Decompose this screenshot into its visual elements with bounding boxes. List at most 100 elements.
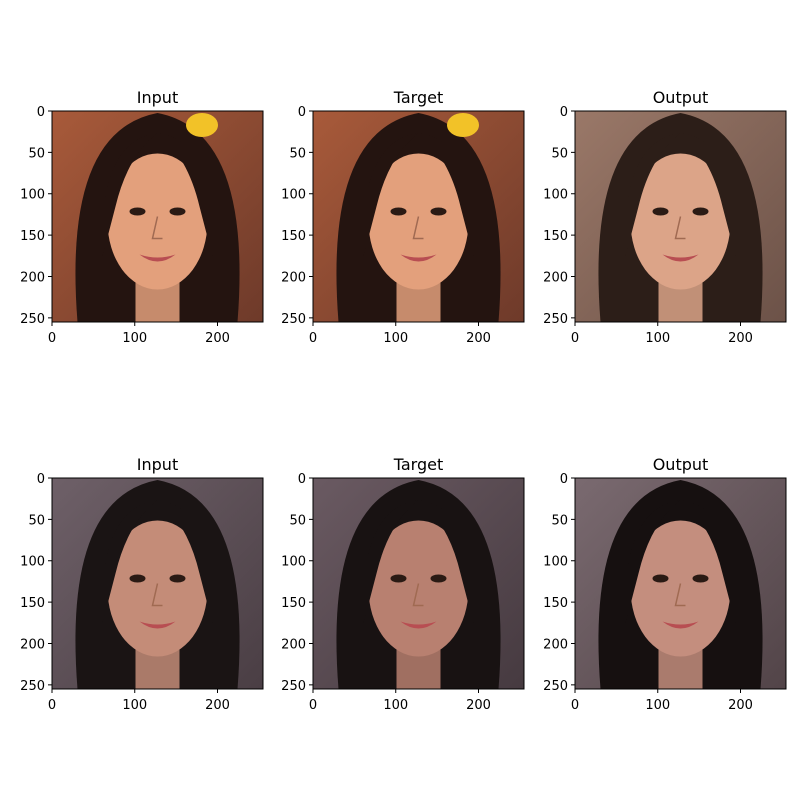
eye-right xyxy=(169,207,186,216)
y-tick-label: 200 xyxy=(281,270,306,285)
panel-title: Target xyxy=(393,88,444,107)
x-tick-label: 0 xyxy=(571,698,579,713)
panel-2-1: Input 0 100 200 0 50 100 150 200 250 xyxy=(20,455,264,713)
hair-left xyxy=(102,500,158,624)
nose xyxy=(674,216,686,240)
face-image xyxy=(313,111,524,322)
mouth xyxy=(662,254,699,262)
face xyxy=(107,153,208,290)
x-tick-label: 100 xyxy=(122,698,147,713)
panel-title: Target xyxy=(393,455,444,474)
y-tick-label: 100 xyxy=(20,188,45,203)
mouth xyxy=(139,254,176,262)
y-tick-label: 100 xyxy=(281,555,306,570)
eye-left xyxy=(652,574,669,583)
y-tick-label: 150 xyxy=(20,229,45,244)
hair-right xyxy=(680,500,736,624)
nose xyxy=(151,583,163,607)
y-tick-label: 150 xyxy=(281,596,306,611)
y-tick-label: 100 xyxy=(20,555,45,570)
y-tick-label: 200 xyxy=(281,637,306,652)
eye-left xyxy=(652,207,669,216)
face-image xyxy=(52,478,263,689)
x-tick-label: 0 xyxy=(48,698,56,713)
hair-left xyxy=(625,500,681,624)
axes-frame xyxy=(51,110,264,323)
y-tick-label: 150 xyxy=(281,229,306,244)
y-tick-label: 50 xyxy=(28,513,45,528)
nose xyxy=(151,216,163,240)
axes-frame xyxy=(574,477,787,690)
y-tick-label: 150 xyxy=(543,596,568,611)
x-tick-label: 200 xyxy=(205,698,230,713)
eye-right xyxy=(692,574,709,583)
eye-right xyxy=(430,574,447,583)
y-tick-label: 0 xyxy=(560,472,568,487)
hair-left xyxy=(102,133,158,257)
hair-left xyxy=(625,133,681,257)
y-tick-label: 100 xyxy=(281,188,306,203)
face xyxy=(368,520,469,657)
x-tick-label: 100 xyxy=(645,331,670,346)
x-tick-label: 0 xyxy=(571,331,579,346)
y-tick-label: 250 xyxy=(543,679,568,694)
eye-right xyxy=(692,207,709,216)
panel-2-2: Target 0 100 200 0 50 100 150 200 250 xyxy=(281,455,525,713)
hair-clip xyxy=(186,113,218,137)
panel-title: Input xyxy=(137,455,178,474)
y-tick-label: 250 xyxy=(20,679,45,694)
panel-1-2: Target 0 100 200 0 50 100 150 200 250 xyxy=(281,88,525,346)
y-tick-label: 50 xyxy=(28,146,45,161)
y-tick-label: 250 xyxy=(20,312,45,327)
y-tick-label: 200 xyxy=(20,270,45,285)
y-tick-label: 250 xyxy=(281,679,306,694)
y-tick-label: 50 xyxy=(289,513,306,528)
y-tick-label: 0 xyxy=(298,105,306,120)
x-tick-label: 100 xyxy=(122,331,147,346)
x-tick-label: 200 xyxy=(205,331,230,346)
y-tick-label: 50 xyxy=(551,146,568,161)
axes-frame xyxy=(574,110,787,323)
eye-right xyxy=(430,207,447,216)
mouth xyxy=(662,621,699,629)
axes-frame xyxy=(312,110,525,323)
nose xyxy=(412,216,424,240)
axes-frame xyxy=(312,477,525,690)
hair-right xyxy=(157,500,213,624)
hair-right xyxy=(680,133,736,257)
y-tick-label: 100 xyxy=(543,555,568,570)
panel-title: Input xyxy=(137,88,178,107)
y-tick-label: 150 xyxy=(20,596,45,611)
x-tick-label: 200 xyxy=(728,698,753,713)
y-tick-label: 50 xyxy=(289,146,306,161)
y-tick-label: 100 xyxy=(543,188,568,203)
hair-left xyxy=(363,133,419,257)
face xyxy=(630,520,731,657)
face-image xyxy=(52,111,263,322)
y-tick-label: 200 xyxy=(20,637,45,652)
nose xyxy=(674,583,686,607)
nose xyxy=(412,583,424,607)
y-tick-label: 200 xyxy=(543,270,568,285)
mouth xyxy=(400,254,437,262)
hair-right xyxy=(418,133,474,257)
y-tick-label: 0 xyxy=(298,472,306,487)
y-tick-label: 250 xyxy=(281,312,306,327)
x-tick-label: 100 xyxy=(383,698,408,713)
hair-clip xyxy=(447,113,479,137)
mouth xyxy=(400,621,437,629)
panel-title: Output xyxy=(653,455,709,474)
y-tick-label: 250 xyxy=(543,312,568,327)
x-tick-label: 0 xyxy=(309,331,317,346)
panels-group: Input 0 100 200 0 50 100 150 200 250 Target 0 100 200… xyxy=(20,88,787,713)
y-tick-label: 0 xyxy=(560,105,568,120)
y-tick-label: 0 xyxy=(37,472,45,487)
y-tick-label: 150 xyxy=(543,229,568,244)
mouth xyxy=(139,621,176,629)
face xyxy=(368,153,469,290)
x-tick-label: 0 xyxy=(48,331,56,346)
panel-title: Output xyxy=(653,88,709,107)
face-image xyxy=(575,478,786,689)
x-tick-label: 200 xyxy=(466,698,491,713)
